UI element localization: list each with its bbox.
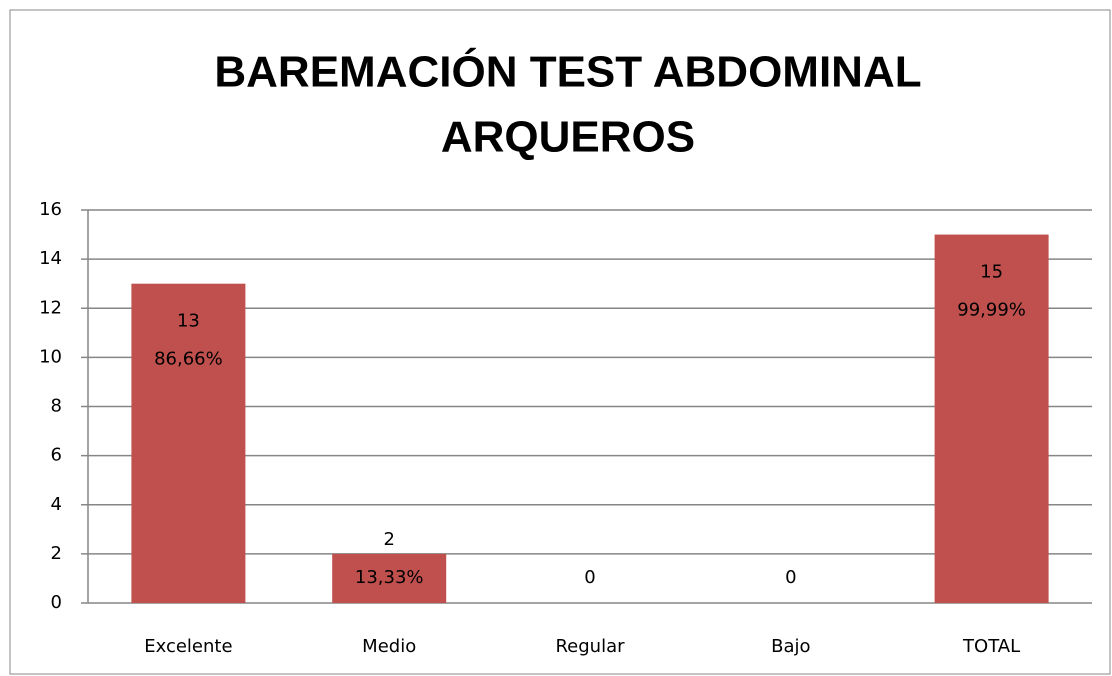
y-tick-label: 6 bbox=[51, 445, 62, 466]
data-label: 2 bbox=[383, 529, 394, 550]
x-tick-label: Medio bbox=[362, 636, 416, 657]
x-tick-label: Regular bbox=[555, 636, 625, 657]
data-label: 15 bbox=[980, 262, 1003, 283]
data-label: 0 bbox=[785, 567, 796, 588]
data-label: 0 bbox=[584, 567, 595, 588]
y-tick-label: 14 bbox=[39, 248, 62, 269]
y-tick-label: 0 bbox=[51, 592, 62, 613]
y-tick-label: 10 bbox=[39, 346, 62, 367]
bar bbox=[332, 553, 447, 603]
y-tick-label: 16 bbox=[39, 199, 62, 220]
chart-title: ARQUEROS bbox=[441, 113, 695, 162]
data-label: 99,99% bbox=[957, 300, 1026, 321]
data-label: 13 bbox=[177, 311, 200, 332]
x-tick-label: TOTAL bbox=[962, 636, 1020, 657]
x-tick-label: Bajo bbox=[771, 636, 810, 657]
y-tick-label: 2 bbox=[51, 543, 62, 564]
bar bbox=[934, 234, 1049, 603]
y-tick-label: 8 bbox=[51, 396, 62, 417]
bar bbox=[131, 283, 246, 603]
chart-title: BAREMACIÓN TEST ABDOMINAL bbox=[214, 47, 921, 97]
data-label: 13,33% bbox=[355, 567, 424, 588]
x-tick-label: Excelente bbox=[144, 636, 232, 657]
y-tick-label: 12 bbox=[39, 297, 62, 318]
data-label: 86,66% bbox=[154, 349, 223, 370]
y-tick-label: 4 bbox=[51, 494, 62, 515]
